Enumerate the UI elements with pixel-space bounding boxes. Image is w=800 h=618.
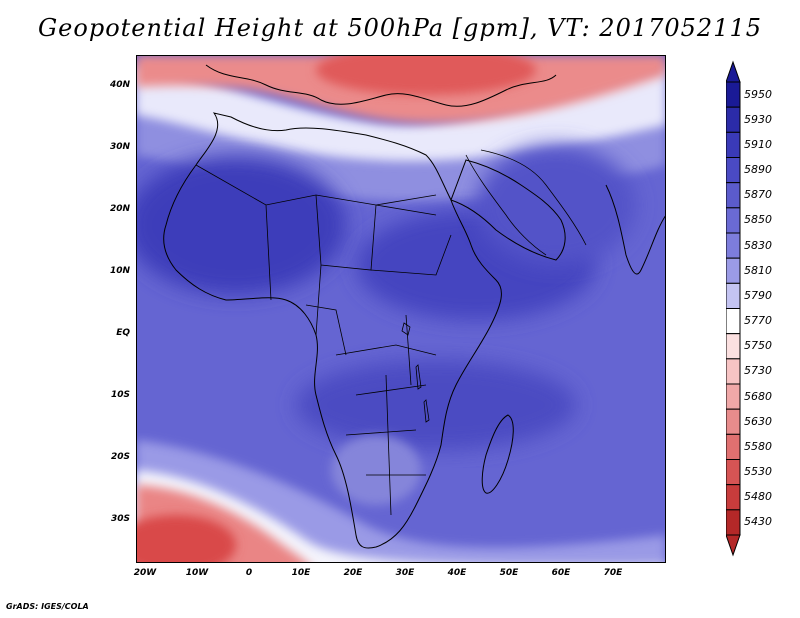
colorbar-cell xyxy=(726,484,741,511)
lon-label-60e: 60E xyxy=(551,568,571,578)
colorbar-cell xyxy=(726,81,741,108)
map-svg xyxy=(136,55,666,563)
colorbar-cell xyxy=(726,257,741,284)
lat-label-30n: 30N xyxy=(109,142,130,152)
country-borders xyxy=(195,164,452,516)
lat-label-10n: 10N xyxy=(109,266,130,276)
colorbar-level-label: 5580 xyxy=(744,439,772,453)
colorbar-cell xyxy=(726,459,741,486)
colorbar-cell xyxy=(726,333,741,360)
colorbar-bottom-arrow xyxy=(726,534,741,557)
madagascar-coastline xyxy=(481,414,514,494)
colorbar-level-label: 5870 xyxy=(744,188,772,202)
lon-label-50e: 50E xyxy=(499,568,519,578)
footer-credit: GrADS: IGES/COLA xyxy=(6,602,89,611)
colorbar-level-label: 5750 xyxy=(744,339,772,353)
colorbar-level-label: 5770 xyxy=(744,314,772,328)
north-low-core xyxy=(316,55,536,95)
colorbar-cell xyxy=(726,408,741,435)
lon-label-70e: 70E xyxy=(603,568,623,578)
southern-africa-low xyxy=(331,435,421,505)
colorbar-cell xyxy=(726,308,741,335)
sea-outlines xyxy=(465,149,587,256)
colorbar-level-label: 5530 xyxy=(744,465,772,479)
colorbar-cell xyxy=(726,106,741,133)
colorbar-level-label: 5680 xyxy=(744,389,772,403)
map-frame xyxy=(136,55,666,563)
colorbar-level-label: 5630 xyxy=(744,414,772,428)
colorbar-cell xyxy=(726,358,741,385)
lon-label-20w: 20W xyxy=(133,568,157,578)
colorbar-level-label: 5810 xyxy=(744,263,772,277)
europe-coastline xyxy=(205,64,557,107)
north-white-band xyxy=(136,65,666,161)
lat-label-20s: 20S xyxy=(110,452,130,462)
subtropical-high-west xyxy=(136,155,346,295)
colorbar-cell xyxy=(726,232,741,259)
colorbar-level-label: 5950 xyxy=(744,87,772,101)
india-coastline xyxy=(605,184,666,275)
lon-label-10w: 10W xyxy=(185,568,209,578)
south-low-core xyxy=(136,515,236,563)
colorbar-cell xyxy=(726,433,741,461)
colorbar: 5950 5930 5910 5890 5870 5850 5830 5810 5790 5770… xyxy=(726,60,800,560)
map-panel xyxy=(136,55,666,563)
colorbar-level-label: 5910 xyxy=(744,137,772,151)
colorbar-level-label: 5930 xyxy=(744,112,772,126)
lat-label-30s: 30S xyxy=(110,514,130,524)
colorbar-top-arrow xyxy=(726,60,741,83)
colorbar-level-label: 5830 xyxy=(744,238,772,252)
colorbar-cell xyxy=(726,157,741,184)
lon-label-40e: 40E xyxy=(447,568,467,578)
colorbar-svg xyxy=(726,60,741,557)
colorbar-cell xyxy=(726,383,741,410)
colorbar-level-label: 5480 xyxy=(744,490,772,504)
colorbar-cell xyxy=(726,182,741,209)
subtropical-high-arabia xyxy=(476,145,636,265)
lat-label-40n: 40N xyxy=(109,80,130,90)
page-title: Geopotential Height at 500hPa [gpm], VT:… xyxy=(38,14,762,42)
colorbar-level-label: 5790 xyxy=(744,288,772,302)
lon-label-0: 0 xyxy=(245,568,253,578)
colorbar-level-label: 5430 xyxy=(744,515,772,529)
lon-label-30e: 30E xyxy=(395,568,415,578)
lat-label-20n: 20N xyxy=(109,204,130,214)
lat-label-eq: EQ xyxy=(116,328,130,338)
lon-label-20e: 20E xyxy=(343,568,363,578)
arabia-coastline xyxy=(450,159,566,261)
lakes xyxy=(401,322,430,423)
colorbar-cell xyxy=(726,131,741,159)
africa-coastline xyxy=(163,112,502,549)
colorbar-level-label: 5850 xyxy=(744,213,772,227)
colorbar-cell xyxy=(726,282,741,309)
lon-label-10e: 10E xyxy=(291,568,311,578)
indian-ocean-high xyxy=(296,360,576,450)
colorbar-level-label: 5890 xyxy=(744,163,772,177)
lat-label-10s: 10S xyxy=(110,390,130,400)
colorbar-level-label: 5730 xyxy=(744,364,772,378)
colorbar-cell xyxy=(726,509,741,536)
colorbar-cell xyxy=(726,207,741,234)
